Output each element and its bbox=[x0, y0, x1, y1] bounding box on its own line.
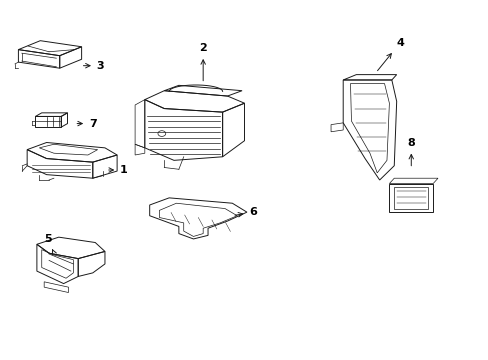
Text: 7: 7 bbox=[77, 118, 97, 129]
Text: 4: 4 bbox=[377, 38, 403, 71]
Text: 1: 1 bbox=[108, 165, 127, 175]
Text: 3: 3 bbox=[83, 61, 104, 71]
Text: 8: 8 bbox=[407, 138, 414, 166]
Text: 2: 2 bbox=[199, 43, 206, 81]
Text: 6: 6 bbox=[235, 207, 257, 217]
Text: 5: 5 bbox=[44, 234, 56, 255]
